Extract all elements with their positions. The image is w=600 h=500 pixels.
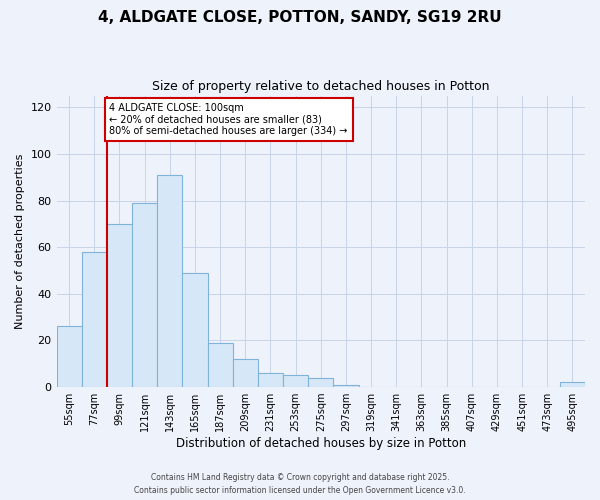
Text: 4 ALDGATE CLOSE: 100sqm
← 20% of detached houses are smaller (83)
80% of semi-de: 4 ALDGATE CLOSE: 100sqm ← 20% of detache… [109, 102, 348, 136]
Text: 4, ALDGATE CLOSE, POTTON, SANDY, SG19 2RU: 4, ALDGATE CLOSE, POTTON, SANDY, SG19 2R… [98, 10, 502, 25]
Bar [208, 343, 233, 387]
Bar [107, 224, 132, 387]
Bar [56, 326, 82, 387]
Bar [283, 376, 308, 387]
Text: Contains HM Land Registry data © Crown copyright and database right 2025.
Contai: Contains HM Land Registry data © Crown c… [134, 474, 466, 495]
Title: Size of property relative to detached houses in Potton: Size of property relative to detached ho… [152, 80, 490, 93]
Bar [157, 175, 182, 387]
Bar [132, 203, 157, 387]
Bar [258, 373, 283, 387]
Y-axis label: Number of detached properties: Number of detached properties [15, 154, 25, 329]
Bar [233, 359, 258, 387]
Bar [560, 382, 585, 387]
Bar [308, 378, 334, 387]
X-axis label: Distribution of detached houses by size in Potton: Distribution of detached houses by size … [176, 437, 466, 450]
Bar [82, 252, 107, 387]
Bar [334, 385, 359, 387]
Bar [182, 273, 208, 387]
